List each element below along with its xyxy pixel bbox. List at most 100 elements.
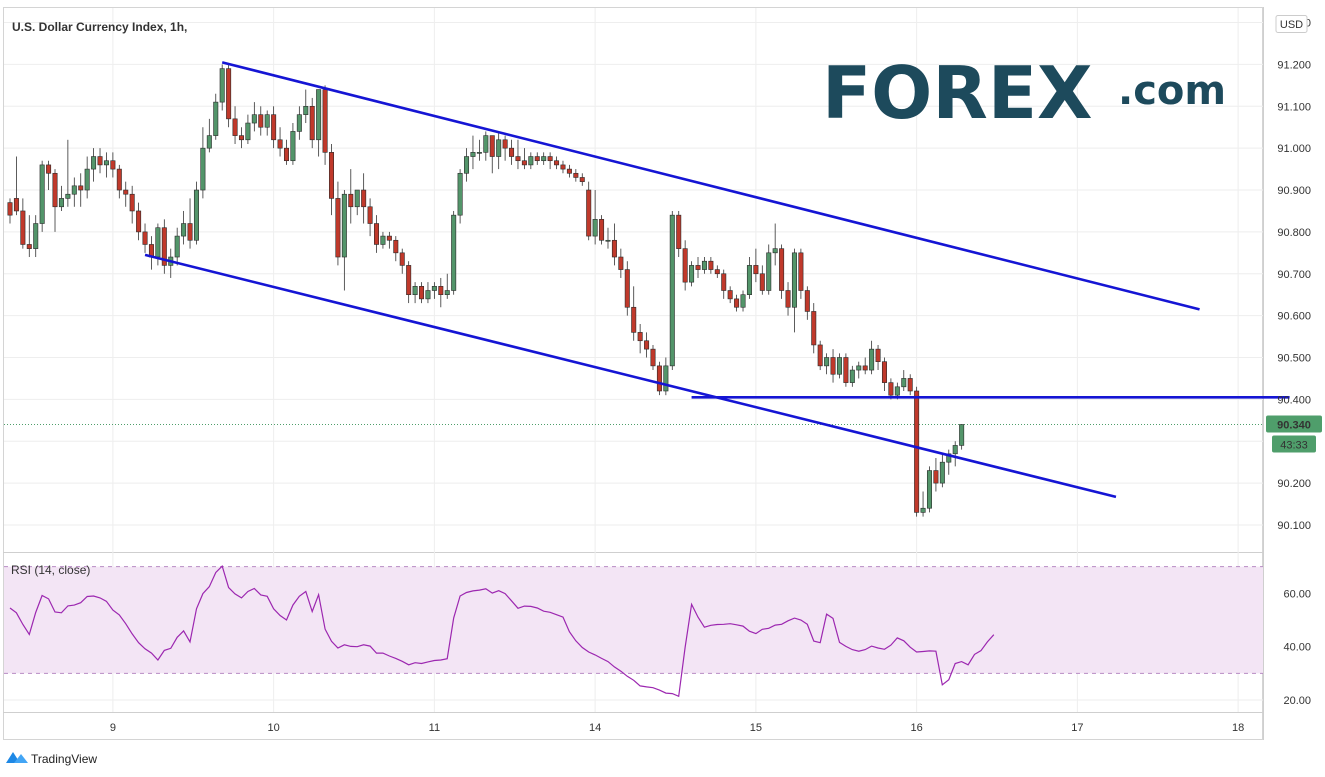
candle [727, 286, 733, 304]
candle-body-bearish [573, 172, 579, 178]
candle-body-bullish [264, 114, 270, 128]
candle-body-bearish [566, 168, 572, 174]
candle-body-bullish [245, 122, 251, 141]
candle [206, 118, 212, 153]
candle-body-bullish [219, 68, 225, 103]
candle-body-bullish [155, 227, 161, 258]
candle-body-bearish [335, 198, 341, 258]
candle [708, 257, 714, 274]
candle-body-bullish [746, 265, 752, 296]
candle [959, 424, 965, 450]
candle [721, 269, 727, 299]
countdown-value: 43:33 [1280, 439, 1308, 451]
candle [316, 89, 322, 157]
candle [470, 135, 476, 170]
candle [84, 156, 90, 199]
candle [296, 106, 302, 140]
candle [322, 85, 328, 165]
candle [862, 357, 868, 375]
candle [328, 143, 334, 216]
candle-body-bearish [78, 185, 84, 191]
candle-body-bearish [110, 160, 116, 170]
candle [849, 365, 855, 387]
candle-body-bearish [367, 206, 373, 224]
candle [354, 189, 360, 216]
candle [91, 148, 97, 182]
rsi-axis-ticks: 60.00 40.00 20.00 [1283, 588, 1311, 707]
candle-body-bearish [309, 105, 315, 141]
candle [20, 198, 26, 249]
candle [419, 282, 425, 304]
candle [264, 110, 270, 136]
candle [521, 148, 527, 170]
candle-body-bearish [502, 139, 508, 149]
candle-body-bearish [161, 227, 167, 266]
candle-body-bearish [843, 357, 849, 383]
candle [7, 198, 13, 224]
candle-body-bullish [444, 290, 450, 296]
candle [438, 277, 444, 308]
price-tick-label: 90.400 [1277, 394, 1311, 406]
candle-body-bullish [901, 378, 907, 388]
candle-body-bullish [58, 198, 64, 208]
candle [283, 139, 289, 165]
currency-badge-label: USD [1280, 19, 1303, 31]
candle [367, 198, 373, 237]
price-tick-label: 91.000 [1277, 143, 1311, 155]
candle-body-bearish [676, 214, 682, 249]
candle [875, 344, 881, 371]
candle [734, 294, 740, 312]
candle-body-bearish [830, 357, 836, 375]
currency-badge[interactable]: USD [1275, 15, 1308, 33]
candle [509, 139, 515, 165]
candle [856, 361, 862, 379]
candle [753, 248, 759, 283]
candle [515, 139, 521, 170]
candle-body-bullish [457, 172, 463, 216]
candle-body-bearish [779, 248, 785, 291]
candle [200, 127, 206, 199]
candle-body-bullish [959, 424, 965, 446]
candle-body-bearish [560, 164, 566, 170]
candle [618, 248, 624, 278]
candle [65, 139, 71, 207]
candle [335, 181, 341, 266]
candle [599, 215, 605, 245]
candle-body-bearish [721, 273, 727, 291]
time-tick-label: 14 [589, 722, 601, 734]
candle [361, 173, 367, 224]
tradingview-footer[interactable]: TradingView [6, 752, 97, 766]
candle-body-bearish [7, 202, 13, 216]
candle-body-bearish [759, 273, 765, 291]
candle-body-bullish [303, 105, 309, 115]
candle-body-bullish [290, 131, 296, 162]
candle-body-bearish [798, 252, 804, 291]
price-tick-label: 90.500 [1277, 353, 1311, 365]
candle [425, 282, 431, 304]
trendlines [144, 61, 1290, 499]
candle-body-bearish [734, 298, 740, 308]
candle [779, 244, 785, 299]
candle [631, 286, 637, 341]
candle [103, 152, 109, 178]
rsi-tick-label: 60.00 [1283, 588, 1311, 600]
candle [348, 169, 354, 224]
candle-body-bearish [123, 189, 129, 195]
candle [926, 466, 932, 513]
candle-body-bearish [727, 290, 733, 300]
candle [129, 185, 135, 224]
candle [605, 227, 611, 249]
candle-body-bearish [97, 156, 103, 166]
forex-logo: FOREX .com [822, 51, 1226, 135]
candle [772, 223, 778, 266]
candle [193, 181, 199, 245]
candle-body-bearish [438, 286, 444, 296]
candle-body-bullish [91, 156, 97, 170]
logo-main-text: FOREX [822, 51, 1093, 135]
candle [534, 152, 540, 165]
candle [656, 361, 662, 396]
candle [271, 106, 277, 149]
candle-body-bearish [611, 239, 617, 258]
candle-body-bearish [283, 147, 289, 162]
candle [136, 202, 142, 241]
